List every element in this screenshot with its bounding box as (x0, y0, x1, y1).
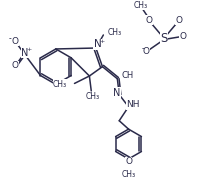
Text: -: - (141, 44, 144, 53)
Text: N: N (94, 39, 102, 49)
Text: O: O (125, 157, 132, 166)
Text: N: N (21, 48, 29, 58)
Text: CH₃: CH₃ (134, 1, 148, 10)
Text: O: O (11, 37, 18, 46)
Text: +: + (26, 47, 31, 52)
Text: N: N (113, 88, 120, 98)
Text: CH₃: CH₃ (85, 92, 99, 101)
Text: O: O (179, 32, 186, 41)
Text: -: - (9, 34, 12, 43)
Text: NH: NH (127, 100, 140, 109)
Text: +: + (99, 39, 104, 44)
Text: CH: CH (121, 72, 133, 80)
Text: O: O (11, 61, 18, 70)
Text: O: O (143, 47, 150, 56)
Text: O: O (146, 15, 153, 25)
Text: CH₃: CH₃ (122, 170, 136, 178)
Text: O: O (175, 15, 182, 25)
Text: CH₃: CH₃ (108, 28, 122, 37)
Text: S: S (160, 32, 168, 45)
Text: CH₃: CH₃ (53, 80, 67, 89)
